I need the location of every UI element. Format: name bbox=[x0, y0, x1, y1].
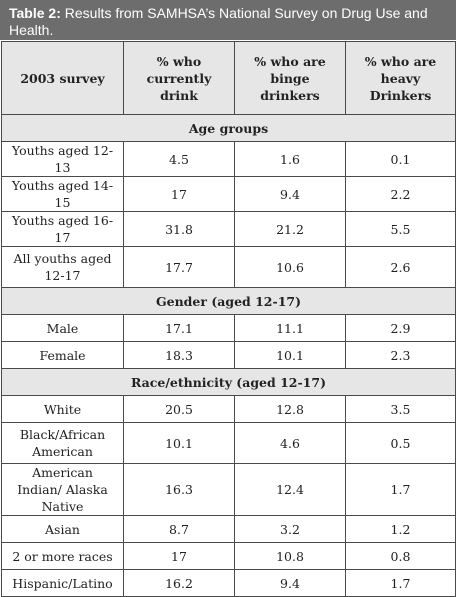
cell-binge-drinkers: 21.2 bbox=[234, 211, 346, 247]
table-row: White 20.5 12.8 3.5 bbox=[1, 395, 456, 423]
table-row: Youths aged 14-15 17 9.4 2.2 bbox=[1, 176, 456, 212]
row-label: Black/African American bbox=[1, 422, 124, 464]
cell-heavy-drinkers: 2.3 bbox=[345, 341, 456, 369]
section-title: Gender (aged 12-17) bbox=[1, 287, 456, 315]
table-row: Youths aged 16-17 31.8 21.2 5.5 bbox=[1, 211, 456, 247]
table-row: Youths aged 12-13 4.5 1.6 0.1 bbox=[1, 141, 456, 177]
cell-heavy-drinkers: 1.7 bbox=[345, 569, 456, 597]
table-row: Asian 8.7 3.2 1.2 bbox=[1, 515, 456, 543]
section-row-gender: Gender (aged 12-17) bbox=[1, 287, 456, 315]
table-row: Male 17.1 11.1 2.9 bbox=[1, 314, 456, 342]
cell-binge-drinkers: 10.1 bbox=[234, 341, 346, 369]
column-header-binge-drinkers: % who are binge drinkers bbox=[234, 41, 346, 115]
cell-heavy-drinkers: 1.7 bbox=[345, 463, 456, 516]
cell-binge-drinkers: 4.6 bbox=[234, 422, 346, 464]
cell-currently-drink: 10.1 bbox=[123, 422, 235, 464]
table-row: All youths aged 12-17 17.7 10.6 2.6 bbox=[1, 246, 456, 288]
row-label: Male bbox=[1, 314, 124, 342]
table-row: Female 18.3 10.1 2.3 bbox=[1, 341, 456, 369]
table-row: Black/African American 10.1 4.6 0.5 bbox=[1, 422, 456, 464]
survey-table: 2003 survey % who currently drink % who … bbox=[1, 41, 456, 597]
column-header-survey: 2003 survey bbox=[1, 41, 124, 115]
cell-heavy-drinkers: 0.1 bbox=[345, 141, 456, 177]
cell-binge-drinkers: 12.4 bbox=[234, 463, 346, 516]
cell-heavy-drinkers: 5.5 bbox=[345, 211, 456, 247]
table-row: American Indian/ Alaska Native 16.3 12.4… bbox=[1, 463, 456, 516]
cell-heavy-drinkers: 2.6 bbox=[345, 246, 456, 288]
cell-heavy-drinkers: 2.9 bbox=[345, 314, 456, 342]
cell-currently-drink: 16.3 bbox=[123, 463, 235, 516]
cell-binge-drinkers: 3.2 bbox=[234, 515, 346, 543]
section-row-race-ethnicity: Race/ethnicity (aged 12-17) bbox=[1, 368, 456, 396]
cell-currently-drink: 17 bbox=[123, 542, 235, 570]
row-label: Youths aged 14-15 bbox=[1, 176, 124, 212]
cell-binge-drinkers: 12.8 bbox=[234, 395, 346, 423]
section-row-age-groups: Age groups bbox=[1, 114, 456, 142]
cell-heavy-drinkers: 1.2 bbox=[345, 515, 456, 543]
row-label: Youths aged 16-17 bbox=[1, 211, 124, 247]
cell-heavy-drinkers: 0.8 bbox=[345, 542, 456, 570]
cell-currently-drink: 17.1 bbox=[123, 314, 235, 342]
column-header-heavy-drinkers: % who are heavy Drinkers bbox=[345, 41, 456, 115]
cell-binge-drinkers: 1.6 bbox=[234, 141, 346, 177]
row-label: Hispanic/Latino bbox=[1, 569, 124, 597]
cell-currently-drink: 20.5 bbox=[123, 395, 235, 423]
cell-currently-drink: 4.5 bbox=[123, 141, 235, 177]
cell-binge-drinkers: 9.4 bbox=[234, 176, 346, 212]
cell-currently-drink: 16.2 bbox=[123, 569, 235, 597]
table-caption: Table 2: Results from SAMHSA’s National … bbox=[0, 0, 456, 40]
table-row: Hispanic/Latino 16.2 9.4 1.7 bbox=[1, 569, 456, 597]
cell-binge-drinkers: 10.8 bbox=[234, 542, 346, 570]
caption-label: Table 2: bbox=[9, 5, 61, 21]
cell-currently-drink: 18.3 bbox=[123, 341, 235, 369]
row-label: All youths aged 12-17 bbox=[1, 246, 124, 288]
row-label: Female bbox=[1, 341, 124, 369]
cell-heavy-drinkers: 2.2 bbox=[345, 176, 456, 212]
row-label: Youths aged 12-13 bbox=[1, 141, 124, 177]
row-label: White bbox=[1, 395, 124, 423]
cell-binge-drinkers: 10.6 bbox=[234, 246, 346, 288]
cell-currently-drink: 31.8 bbox=[123, 211, 235, 247]
row-label: Asian bbox=[1, 515, 124, 543]
cell-heavy-drinkers: 0.5 bbox=[345, 422, 456, 464]
cell-currently-drink: 17 bbox=[123, 176, 235, 212]
cell-currently-drink: 17.7 bbox=[123, 246, 235, 288]
row-label: 2 or more races bbox=[1, 542, 124, 570]
cell-heavy-drinkers: 3.5 bbox=[345, 395, 456, 423]
table-row: 2 or more races 17 10.8 0.8 bbox=[1, 542, 456, 570]
row-label: American Indian/ Alaska Native bbox=[1, 463, 124, 516]
cell-binge-drinkers: 9.4 bbox=[234, 569, 346, 597]
header-row: 2003 survey % who currently drink % who … bbox=[1, 41, 456, 115]
caption-text: Results from SAMHSA’s National Survey on… bbox=[9, 5, 428, 38]
column-header-currently-drink: % who currently drink bbox=[123, 41, 235, 115]
cell-currently-drink: 8.7 bbox=[123, 515, 235, 543]
section-title: Age groups bbox=[1, 114, 456, 142]
section-title: Race/ethnicity (aged 12-17) bbox=[1, 368, 456, 396]
cell-binge-drinkers: 11.1 bbox=[234, 314, 346, 342]
